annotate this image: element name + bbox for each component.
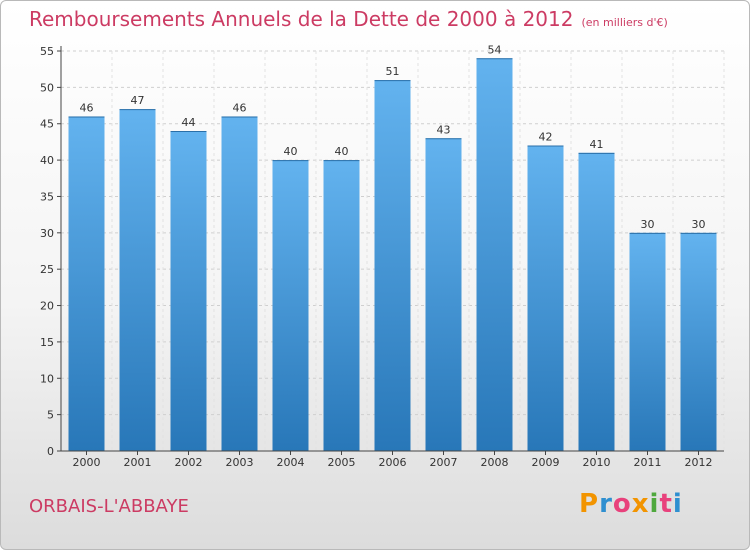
y-tick-label: 25 [40, 263, 54, 276]
chart-title-text: Remboursements Annuels de la Dette de 20… [29, 7, 574, 31]
value-label: 43 [437, 123, 451, 136]
bar [527, 145, 564, 451]
y-tick-label: 40 [40, 154, 54, 167]
chart-title: Remboursements Annuels de la Dette de 20… [29, 7, 668, 31]
x-tick-label: 2011 [634, 456, 662, 469]
bar [680, 232, 717, 451]
logo-letter: P [579, 489, 600, 519]
y-tick-label: 10 [40, 372, 54, 385]
bar [170, 131, 207, 451]
logo-letter: r [599, 489, 613, 519]
value-label: 46 [80, 101, 94, 114]
logo-letter: i [672, 489, 683, 519]
value-label: 46 [233, 101, 247, 114]
y-tick-label: 50 [40, 81, 54, 94]
x-tick-label: 2001 [124, 456, 152, 469]
x-tick-label: 2002 [175, 456, 203, 469]
x-tick-label: 2006 [379, 456, 407, 469]
y-tick-label: 30 [40, 227, 54, 240]
bar [272, 160, 309, 451]
value-label: 51 [386, 65, 400, 78]
bar [425, 138, 462, 452]
logo-letter: x [631, 489, 650, 519]
logo-letter: t [659, 489, 673, 519]
city-name: ORBAIS-L'ABBAYE [29, 496, 189, 517]
value-label: 40 [284, 145, 298, 158]
x-tick-label: 2005 [328, 456, 356, 469]
chart-unit: (en milliers d'€) [581, 16, 668, 29]
bars: 46 47 44 46 40 40 51 43 54 42 41 30 30 [68, 43, 717, 452]
bar [323, 160, 360, 451]
bar [119, 109, 156, 451]
x-tick-label: 2008 [481, 456, 509, 469]
x-tick-label: 2012 [685, 456, 713, 469]
bar [476, 58, 513, 451]
bar [578, 152, 615, 451]
value-label: 47 [131, 94, 145, 107]
value-label: 30 [641, 218, 655, 231]
value-label: 44 [182, 116, 196, 129]
axes: 0 5 10 15 20 25 30 35 40 45 50 55 2000 2001 2002 2003 20… [40, 45, 724, 469]
bar [221, 116, 258, 452]
logo-letter: i [649, 489, 660, 519]
y-tick-label: 45 [40, 118, 54, 131]
proxiti-logo: Proxiti [579, 489, 683, 519]
x-tick-label: 2000 [73, 456, 101, 469]
x-tick-label: 2004 [277, 456, 305, 469]
y-tick-label: 35 [40, 190, 54, 203]
x-tick-label: 2003 [226, 456, 254, 469]
y-tick-label: 15 [40, 336, 54, 349]
x-tick-label: 2010 [583, 456, 611, 469]
x-tick-label: 2007 [430, 456, 458, 469]
bar [68, 116, 105, 452]
logo-letter: o [612, 489, 632, 519]
y-tick-label: 55 [40, 45, 54, 58]
value-label: 41 [590, 138, 604, 151]
value-label: 30 [692, 218, 706, 231]
bar [374, 80, 411, 451]
y-tick-label: 20 [40, 300, 54, 313]
y-tick-label: 0 [47, 445, 54, 458]
bar [629, 232, 666, 451]
x-tick-label: 2009 [532, 456, 560, 469]
value-label: 42 [539, 131, 553, 144]
y-tick-label: 5 [47, 409, 54, 422]
value-label: 54 [488, 43, 502, 56]
value-label: 40 [335, 145, 349, 158]
